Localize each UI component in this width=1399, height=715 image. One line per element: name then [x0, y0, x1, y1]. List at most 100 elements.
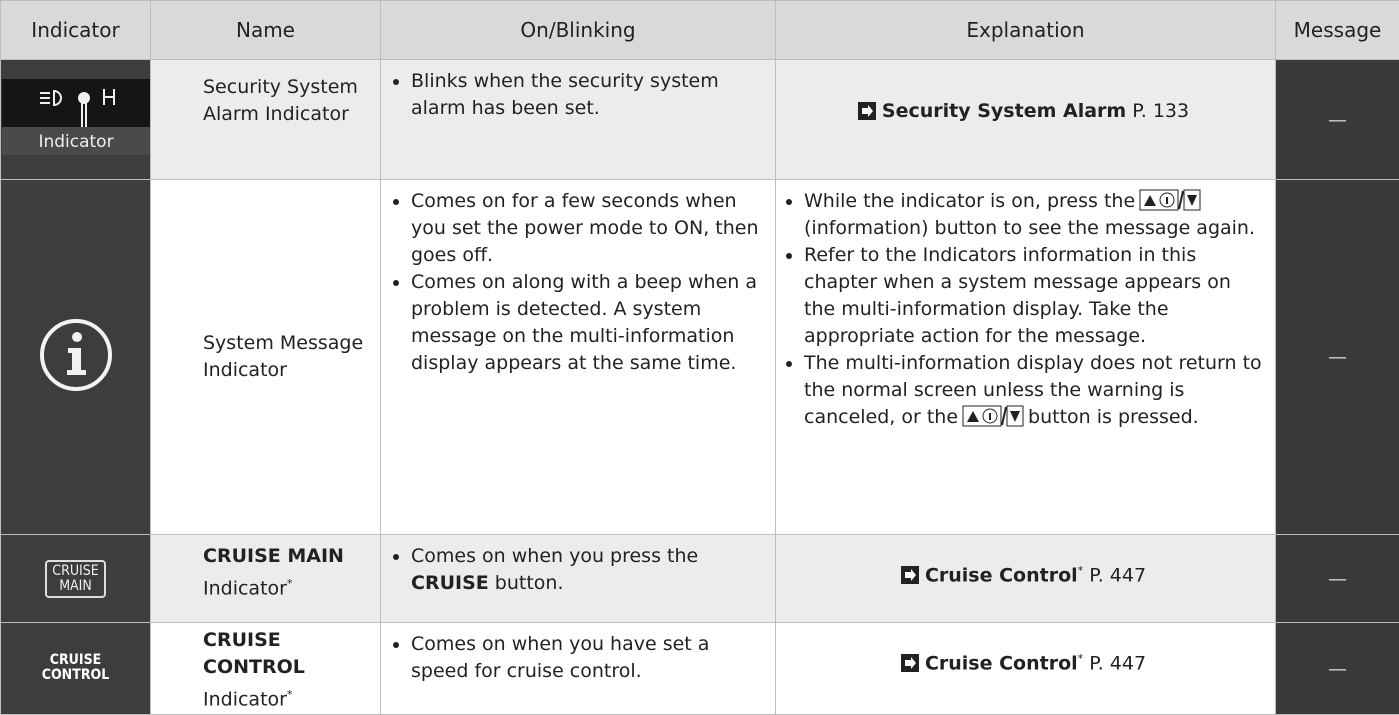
indicator-caption: Indicator — [38, 132, 113, 152]
footnote-mark: * — [1077, 564, 1084, 577]
text: The multi-information display does not r… — [804, 352, 1262, 428]
layout — [1144, 195, 1157, 206]
on-blinking-cell: Comes on when you have set a speed for c… — [380, 622, 776, 715]
explanation-cell: While the indicator is on, press the (inf… — [775, 179, 1276, 535]
reference-title: Security System Alarm — [881, 100, 1127, 122]
layout — [962, 405, 1002, 427]
bullet: Refer to the Indicators information in t… — [804, 242, 1265, 350]
name-cell: System Message Indicator — [150, 179, 381, 535]
indicator-cell: CRUISE CONTROL — [0, 622, 151, 715]
layout — [904, 657, 916, 670]
on-blinking-cell: Blinks when the security system alarm ha… — [380, 59, 776, 180]
name-cell: CRUISE CONTROL Indicator* — [150, 622, 381, 715]
text-bold: CRUISE — [411, 572, 489, 594]
name-bold: CRUISE MAIN — [203, 545, 344, 567]
icon-text: CRUISE — [52, 562, 99, 579]
layout: Comes on when you press the CRUISE butto… — [389, 543, 765, 597]
indicator-cell — [0, 179, 151, 535]
name: Security System Alarm Indicator — [203, 76, 358, 125]
layout — [77, 92, 90, 104]
layout — [102, 89, 115, 105]
cruise-control-icon: CRUISE CONTROL — [42, 653, 110, 683]
reference-title: Cruise Control — [924, 652, 1078, 675]
info-icon — [39, 318, 112, 391]
text: While the indicator is on, press the — [804, 190, 1136, 212]
layout: Comes on for a few seconds when you set … — [389, 188, 765, 377]
icon — [900, 654, 919, 673]
reference-title: Cruise Control — [924, 564, 1078, 587]
layout — [861, 105, 873, 117]
icon-text: CONTROL — [41, 667, 110, 683]
layout — [1187, 195, 1198, 206]
header-row: Indicator Name On/Blinking Explanation M… — [0, 0, 1399, 60]
header-cell: Indicator — [0, 0, 151, 60]
row: Indicator Security System Alarm Indicato… — [0, 59, 1399, 180]
icon — [900, 566, 919, 585]
message-cell: — — [1275, 179, 1399, 535]
footnote-mark: * — [286, 688, 293, 701]
layout — [39, 318, 112, 391]
icon-text: CRUISE — [49, 652, 102, 668]
name-cell: Security System Alarm Indicator — [150, 59, 381, 180]
explanation-cell: Cruise Control* P. 447 — [775, 534, 1276, 623]
message-cell: — — [1275, 534, 1399, 623]
on-blinking-cell: Comes on when you press the CRUISE butto… — [380, 534, 776, 623]
layout — [71, 331, 82, 342]
reference: Security System Alarm P. 133 — [782, 68, 1265, 125]
text: button is pressed. — [1028, 406, 1199, 428]
layout — [66, 347, 86, 375]
name: Indicator — [203, 577, 287, 600]
reference-page: P. 447 — [1089, 564, 1147, 587]
header-cell: Message — [1275, 0, 1399, 60]
message-cell: — — [1275, 59, 1399, 180]
bullet: Comes on when you have set a speed for c… — [411, 631, 765, 685]
header-cell: Name — [150, 0, 381, 60]
icon-text: MAIN — [59, 577, 92, 594]
layout — [1010, 411, 1021, 422]
icon — [857, 102, 876, 120]
bullet: Blinks when the security system alarm ha… — [411, 68, 765, 122]
reference: Cruise Control* P. 447 — [782, 543, 1265, 589]
layout — [904, 569, 916, 582]
layout — [967, 411, 980, 422]
layout — [1139, 189, 1179, 211]
footnote-mark: * — [286, 577, 293, 590]
layout — [1, 127, 150, 155]
bullet: Comes on for a few seconds when you set … — [411, 188, 765, 269]
header-cell: On/Blinking — [380, 0, 776, 60]
reference-page: P. 447 — [1089, 652, 1147, 675]
on-blinking-cell: Comes on for a few seconds when you set … — [380, 179, 776, 535]
explanation-cell: Security System Alarm P. 133 — [775, 59, 1276, 180]
indicator-cell: Indicator — [0, 59, 151, 180]
bullet: The multi-information display does not r… — [804, 350, 1265, 431]
text: (information) button to see the message … — [804, 217, 1256, 239]
name: System Message Indicator — [203, 332, 364, 381]
indicator-image: Indicator — [1, 79, 150, 155]
row: System Message Indicator Comes on for a … — [0, 179, 1399, 535]
text: button. — [494, 572, 564, 594]
bullet: While the indicator is on, press the (inf… — [804, 188, 1265, 242]
reference: Cruise Control* P. 447 — [782, 631, 1265, 677]
cruise-main-icon: CRUISE MAIN — [45, 559, 106, 598]
layout — [1159, 192, 1175, 208]
layout — [982, 408, 998, 424]
explanation-cell: Cruise Control* P. 447 — [775, 622, 1276, 715]
layout — [39, 89, 62, 107]
layout: Comes on when you have set a speed for c… — [389, 631, 765, 685]
indicator-cell: CRUISE MAIN — [0, 534, 151, 623]
reference-page: P. 133 — [1132, 100, 1190, 122]
layout — [39, 89, 115, 127]
layout — [1178, 190, 1185, 210]
bullet: Comes on along with a beep when a proble… — [411, 269, 765, 377]
button-icon — [1139, 189, 1201, 211]
message-cell: — — [1275, 622, 1399, 715]
bullet: Comes on when you press the CRUISE butto… — [411, 543, 765, 597]
layout: Blinks when the security system alarm ha… — [389, 68, 765, 122]
header-cell: Explanation — [775, 0, 1276, 60]
button-icon — [962, 405, 1024, 427]
